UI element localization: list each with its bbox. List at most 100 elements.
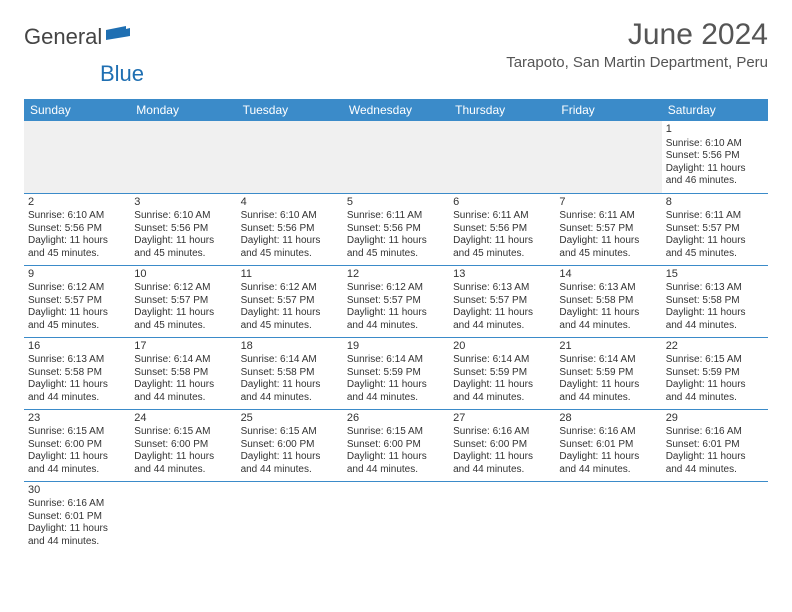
calendar-cell: 25Sunrise: 6:15 AMSunset: 6:00 PMDayligh…	[237, 409, 343, 481]
sunset-text: Sunset: 5:56 PM	[241, 223, 339, 236]
sunset-text: Sunset: 6:01 PM	[28, 511, 126, 524]
day-number: 2	[28, 196, 126, 210]
day-number: 12	[347, 268, 445, 282]
daylight-text: Daylight: 11 hours and 44 minutes.	[559, 379, 657, 404]
day-number: 8	[666, 196, 764, 210]
daylight-text: Daylight: 11 hours and 44 minutes.	[28, 451, 126, 476]
day-number: 5	[347, 196, 445, 210]
calendar-cell: 8Sunrise: 6:11 AMSunset: 5:57 PMDaylight…	[662, 193, 768, 265]
day-header: Thursday	[449, 99, 555, 121]
day-number: 10	[134, 268, 232, 282]
daylight-text: Daylight: 11 hours and 45 minutes.	[28, 307, 126, 332]
sunset-text: Sunset: 6:00 PM	[241, 439, 339, 452]
day-number: 16	[28, 340, 126, 354]
calendar-row: 9Sunrise: 6:12 AMSunset: 5:57 PMDaylight…	[24, 265, 768, 337]
calendar-cell: 17Sunrise: 6:14 AMSunset: 5:58 PMDayligh…	[130, 337, 236, 409]
calendar-cell: 11Sunrise: 6:12 AMSunset: 5:57 PMDayligh…	[237, 265, 343, 337]
day-number: 9	[28, 268, 126, 282]
calendar-cell: 16Sunrise: 6:13 AMSunset: 5:58 PMDayligh…	[24, 337, 130, 409]
sunrise-text: Sunrise: 6:10 AM	[666, 138, 764, 151]
sunset-text: Sunset: 5:57 PM	[28, 295, 126, 308]
day-number: 13	[453, 268, 551, 282]
sunset-text: Sunset: 6:00 PM	[134, 439, 232, 452]
calendar-cell: 15Sunrise: 6:13 AMSunset: 5:58 PMDayligh…	[662, 265, 768, 337]
day-number: 30	[28, 484, 126, 498]
sunrise-text: Sunrise: 6:11 AM	[559, 210, 657, 223]
sunrise-text: Sunrise: 6:14 AM	[134, 354, 232, 367]
sunset-text: Sunset: 5:59 PM	[453, 367, 551, 380]
daylight-text: Daylight: 11 hours and 46 minutes.	[666, 163, 764, 188]
day-number: 11	[241, 268, 339, 282]
sunset-text: Sunset: 5:57 PM	[559, 223, 657, 236]
sunrise-text: Sunrise: 6:16 AM	[453, 426, 551, 439]
sunrise-text: Sunrise: 6:10 AM	[241, 210, 339, 223]
calendar-cell: 23Sunrise: 6:15 AMSunset: 6:00 PMDayligh…	[24, 409, 130, 481]
daylight-text: Daylight: 11 hours and 45 minutes.	[28, 235, 126, 260]
day-number: 26	[347, 412, 445, 426]
calendar-cell: 19Sunrise: 6:14 AMSunset: 5:59 PMDayligh…	[343, 337, 449, 409]
sunset-text: Sunset: 5:57 PM	[134, 295, 232, 308]
sunrise-text: Sunrise: 6:14 AM	[559, 354, 657, 367]
calendar-row: 23Sunrise: 6:15 AMSunset: 6:00 PMDayligh…	[24, 409, 768, 481]
daylight-text: Daylight: 11 hours and 44 minutes.	[241, 379, 339, 404]
calendar-row: 2Sunrise: 6:10 AMSunset: 5:56 PMDaylight…	[24, 193, 768, 265]
day-header-row: Sunday Monday Tuesday Wednesday Thursday…	[24, 99, 768, 121]
sunrise-text: Sunrise: 6:10 AM	[134, 210, 232, 223]
calendar-cell: 9Sunrise: 6:12 AMSunset: 5:57 PMDaylight…	[24, 265, 130, 337]
calendar-cell: 26Sunrise: 6:15 AMSunset: 6:00 PMDayligh…	[343, 409, 449, 481]
calendar-cell: 4Sunrise: 6:10 AMSunset: 5:56 PMDaylight…	[237, 193, 343, 265]
sunrise-text: Sunrise: 6:15 AM	[241, 426, 339, 439]
calendar-cell: 3Sunrise: 6:10 AMSunset: 5:56 PMDaylight…	[130, 193, 236, 265]
calendar-cell	[130, 121, 236, 193]
calendar-cell	[130, 481, 236, 553]
daylight-text: Daylight: 11 hours and 45 minutes.	[666, 235, 764, 260]
sunset-text: Sunset: 5:56 PM	[28, 223, 126, 236]
sunrise-text: Sunrise: 6:13 AM	[559, 282, 657, 295]
daylight-text: Daylight: 11 hours and 45 minutes.	[559, 235, 657, 260]
daylight-text: Daylight: 11 hours and 45 minutes.	[241, 307, 339, 332]
day-number: 19	[347, 340, 445, 354]
sunset-text: Sunset: 5:57 PM	[453, 295, 551, 308]
sunrise-text: Sunrise: 6:12 AM	[347, 282, 445, 295]
calendar-cell: 10Sunrise: 6:12 AMSunset: 5:57 PMDayligh…	[130, 265, 236, 337]
sunrise-text: Sunrise: 6:12 AM	[28, 282, 126, 295]
sunset-text: Sunset: 5:56 PM	[666, 150, 764, 163]
daylight-text: Daylight: 11 hours and 44 minutes.	[559, 307, 657, 332]
sunset-text: Sunset: 6:00 PM	[453, 439, 551, 452]
location: Tarapoto, San Martin Department, Peru	[506, 54, 768, 71]
day-header: Friday	[555, 99, 661, 121]
sunrise-text: Sunrise: 6:16 AM	[28, 498, 126, 511]
day-number: 20	[453, 340, 551, 354]
day-number: 28	[559, 412, 657, 426]
daylight-text: Daylight: 11 hours and 44 minutes.	[453, 379, 551, 404]
calendar-cell: 13Sunrise: 6:13 AMSunset: 5:57 PMDayligh…	[449, 265, 555, 337]
calendar-cell: 7Sunrise: 6:11 AMSunset: 5:57 PMDaylight…	[555, 193, 661, 265]
day-number: 1	[666, 123, 764, 137]
calendar-cell: 28Sunrise: 6:16 AMSunset: 6:01 PMDayligh…	[555, 409, 661, 481]
calendar-cell: 1Sunrise: 6:10 AMSunset: 5:56 PMDaylight…	[662, 121, 768, 193]
calendar-cell: 24Sunrise: 6:15 AMSunset: 6:00 PMDayligh…	[130, 409, 236, 481]
sunrise-text: Sunrise: 6:16 AM	[559, 426, 657, 439]
daylight-text: Daylight: 11 hours and 45 minutes.	[241, 235, 339, 260]
day-header: Wednesday	[343, 99, 449, 121]
sunrise-text: Sunrise: 6:12 AM	[134, 282, 232, 295]
calendar-cell	[343, 121, 449, 193]
calendar-cell: 29Sunrise: 6:16 AMSunset: 6:01 PMDayligh…	[662, 409, 768, 481]
day-number: 18	[241, 340, 339, 354]
day-number: 23	[28, 412, 126, 426]
day-header: Monday	[130, 99, 236, 121]
sunrise-text: Sunrise: 6:11 AM	[347, 210, 445, 223]
title-block: June 2024 Tarapoto, San Martin Departmen…	[506, 18, 768, 71]
daylight-text: Daylight: 11 hours and 44 minutes.	[453, 451, 551, 476]
calendar-cell: 18Sunrise: 6:14 AMSunset: 5:58 PMDayligh…	[237, 337, 343, 409]
calendar-cell: 30Sunrise: 6:16 AMSunset: 6:01 PMDayligh…	[24, 481, 130, 553]
calendar-cell: 22Sunrise: 6:15 AMSunset: 5:59 PMDayligh…	[662, 337, 768, 409]
calendar-cell: 6Sunrise: 6:11 AMSunset: 5:56 PMDaylight…	[449, 193, 555, 265]
daylight-text: Daylight: 11 hours and 45 minutes.	[134, 235, 232, 260]
daylight-text: Daylight: 11 hours and 44 minutes.	[453, 307, 551, 332]
sunset-text: Sunset: 6:00 PM	[347, 439, 445, 452]
daylight-text: Daylight: 11 hours and 44 minutes.	[347, 451, 445, 476]
calendar-cell	[449, 121, 555, 193]
sunrise-text: Sunrise: 6:13 AM	[453, 282, 551, 295]
calendar-cell	[555, 481, 661, 553]
